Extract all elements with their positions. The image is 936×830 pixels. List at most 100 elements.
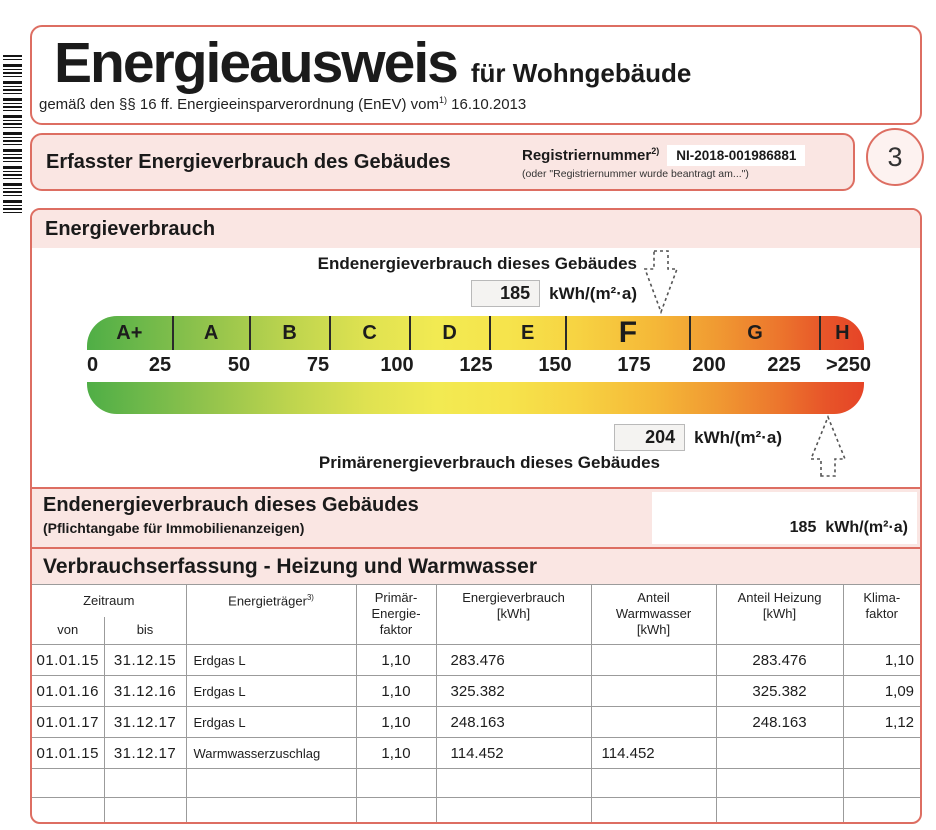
table-cell: 248.163 [715,706,844,738]
table-row-empty [32,768,920,798]
table-cell [715,768,844,798]
scale-letter-rating: F [618,316,638,349]
header-energietraeger: Energieträger3) [185,584,357,645]
registration-label-text: Registriernummer [522,147,652,164]
table-cell: 114.452 [590,737,717,769]
scale-tick: 150 [538,354,572,376]
scale-number-band: 0 25 50 75 100 125 150 175 200 225 >250 [81,350,871,382]
table-cell: 01.01.16 [32,675,105,707]
section-header-box: Erfasster Energieverbrauch des Gebäudes … [30,133,855,191]
table-cell: 31.12.15 [103,644,187,676]
table-cell [435,797,592,822]
table-cell [842,768,920,798]
table-cell: Warmwasserzuschlag [185,737,357,769]
document-title-suffix: für Wohngebäude [470,58,692,88]
table-cell [715,797,844,822]
table-row-empty [32,797,920,822]
scale-segment-d: D [408,316,489,350]
scale-segment-g: G [689,316,819,350]
table-cell: 31.12.16 [103,675,187,707]
table-cell [842,737,920,769]
mandatory-unit: kWh/(m²·a) [825,519,908,536]
table-cell [715,737,844,769]
section-title: Erfasster Energieverbrauch des Gebäudes [46,150,451,173]
table-cell: 1,10 [355,675,437,707]
table-cell: 1,12 [842,706,920,738]
table-cell: Erdgas L [185,706,357,738]
page-number-badge: 3 [866,128,924,186]
mandatory-title: Endenergieverbrauch dieses Gebäudes [43,494,419,516]
header-primaerfaktor: Primär- Energie- faktor [355,584,437,645]
header-energieverbrauch: Energieverbrauch [kWh] [435,584,592,645]
consumption-table: Zeitraum Energieträger3) Primär- Energie… [32,584,920,822]
scale-tick: 175 [617,354,651,376]
table-cell: 114.452 [435,737,592,769]
table-cell [842,797,920,822]
table-row: 01.01.15 31.12.15 Erdgas L 1,10 283.476 … [32,644,920,676]
table-cell: 01.01.15 [32,644,105,676]
header-klimafaktor: Klima- faktor [842,584,920,645]
energy-consumption-title: Energieverbrauch [45,217,216,240]
scale-tick: >250 [825,354,871,376]
table-cell: 1,10 [355,706,437,738]
primary-energy-value-row: 204 kWh/(m²·a) [32,424,782,451]
table-cell [590,706,717,738]
footnote-marker-3: 3) [306,593,314,602]
table-cell: 325.382 [435,675,592,707]
subtitle-date: 16.10.2013 [446,96,527,113]
scale-segment-f-rating: F [564,316,689,350]
table-cell [32,768,105,798]
scale-segment-aplus: A+ [87,316,172,350]
scale-segment-a: A [171,316,249,350]
table-cell [103,797,187,822]
scale-segment-b: B [248,316,329,350]
registration-block: Registriernummer2) NI-2018-001986881 (od… [522,144,806,180]
document-title: Energieausweis [54,31,459,95]
scale-tick: 0 [87,354,99,376]
table-row: 01.01.17 31.12.17 Erdgas L 1,10 248.163 … [32,706,920,738]
table-cell [32,797,105,822]
subtitle-text: gemäß den §§ 16 ff. Energieeinsparverord… [39,96,439,113]
scale-letter: E [521,321,535,344]
table-cell: 1,10 [355,644,437,676]
efficiency-scale: A+ A B C D E F G H 0 25 50 75 100 125 15… [81,316,871,414]
table-cell: Erdgas L [185,675,357,707]
energy-consumption-band: Energieverbrauch [32,210,920,248]
scale-segment-c: C [328,316,409,350]
main-content-box: Energieverbrauch Endenergieverbrauch die… [30,208,922,824]
end-energy-value-field: 185 [471,280,541,307]
table-cell [355,768,437,798]
table-cell [185,768,357,798]
table-cell: 1,10 [842,644,920,676]
registration-label: Registriernummer2) [522,146,659,164]
table-cell [590,768,717,798]
table-row: 01.01.15 31.12.17 Warmwasserzuschlag 1,1… [32,737,920,769]
table-cell [103,768,187,798]
mandatory-band: Endenergieverbrauch dieses Gebäudes (Pfl… [32,487,920,547]
table-cell [185,797,357,822]
mandatory-subtitle: (Pflichtangabe für Immobilienanzeigen) [43,520,305,536]
scale-letter: D [442,321,457,344]
scale-letter: A+ [116,321,143,344]
scale-tick: 25 [148,354,172,376]
scale-tick: 100 [380,354,414,376]
table-cell: 31.12.17 [103,737,187,769]
scale-letter-band: A+ A B C D E F G H [87,316,864,350]
table-cell: 325.382 [715,675,844,707]
scale-letter: C [362,321,377,344]
table-cell [435,768,592,798]
mandatory-value-field: 185 kWh/(m²·a) [652,492,917,544]
document-subtitle: gemäß den §§ 16 ff. Energieeinsparverord… [32,95,920,113]
header-anteil-warmwasser: Anteil Warmwasser [kWh] [590,584,717,645]
end-energy-unit: kWh/(m²·a) [549,283,637,303]
registration-number-field: NI-2018-001986881 [667,144,806,166]
table-cell: 01.01.17 [32,706,105,738]
table-cell [590,675,717,707]
primary-energy-value-field: 204 [614,424,686,451]
table-cell: 1,10 [355,737,437,769]
primary-energy-unit: kWh/(m²·a) [694,427,782,447]
scale-segment-h: H [818,316,864,350]
up-arrow-icon [810,415,846,477]
scale-segment-e: E [488,316,565,350]
